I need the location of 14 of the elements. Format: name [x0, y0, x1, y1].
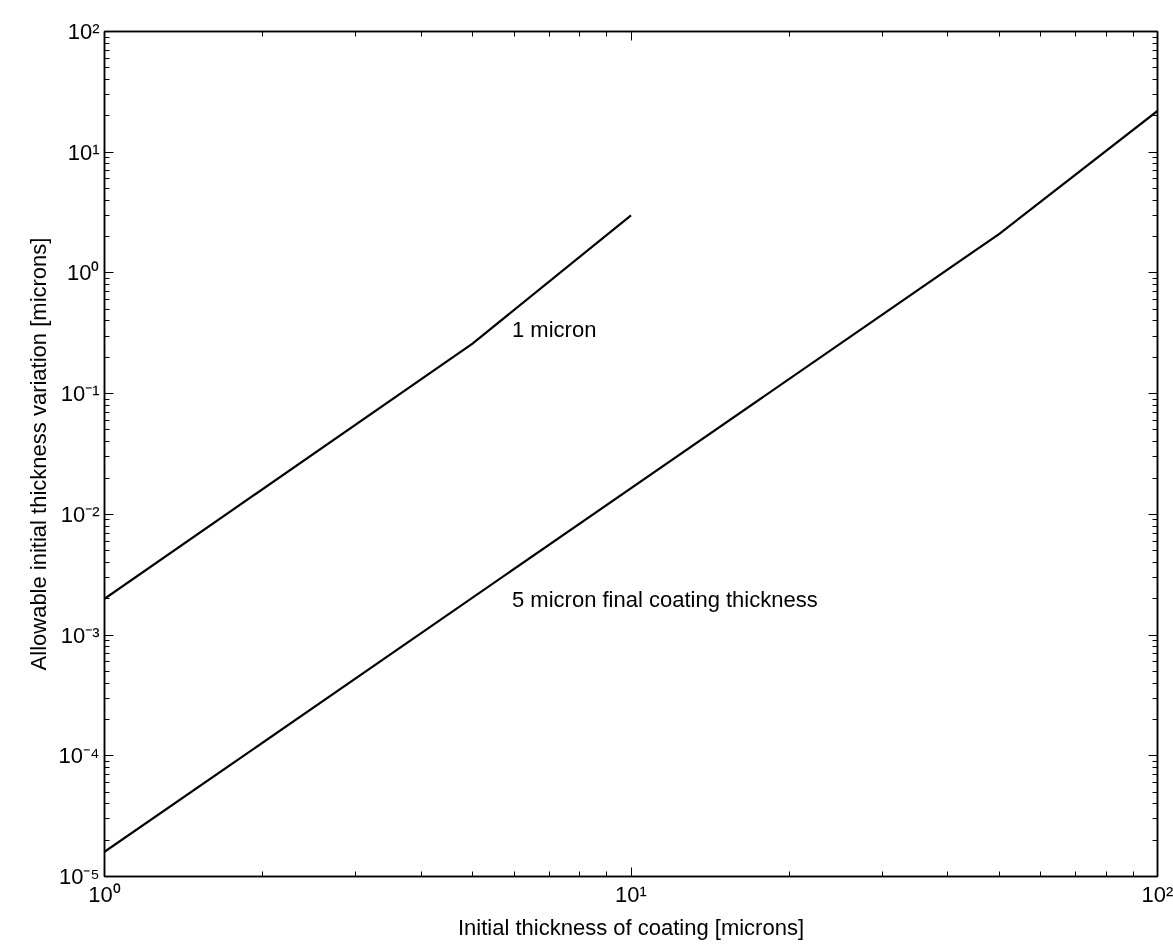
- x-tick-label: 10⁰: [88, 881, 121, 907]
- y-tick-label: 10⁻¹: [60, 381, 100, 407]
- y-tick-label: 10²: [67, 19, 100, 44]
- x-tick-label: 10¹: [615, 881, 647, 907]
- x-axis-title: Initial thickness of coating [microns]: [457, 914, 805, 940]
- x-tick-label: 10²: [1141, 881, 1173, 907]
- annotation: 5 micron final coating thickness: [512, 586, 818, 612]
- y-tick-label: 10⁻³: [60, 622, 100, 648]
- y-tick-label: 10⁻⁴: [58, 743, 100, 769]
- y-axis-title: Allowable initial thickness variation [microns]: [25, 237, 51, 671]
- y-tick-label: 10⁻²: [60, 501, 100, 527]
- y-tick-label: 10¹: [67, 139, 100, 165]
- y-tick-label: 10⁰: [67, 260, 100, 286]
- annotation: 1 micron: [512, 317, 597, 343]
